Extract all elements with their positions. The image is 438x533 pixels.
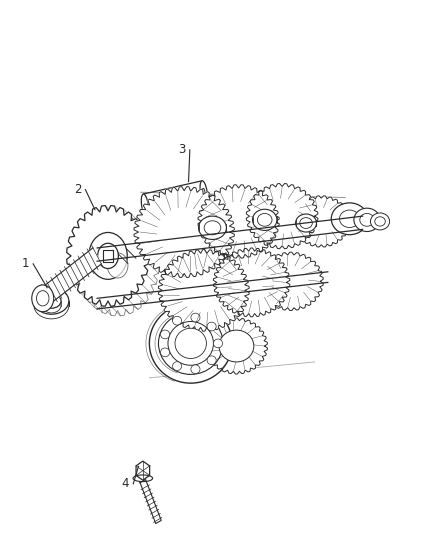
Ellipse shape [42, 294, 61, 308]
Ellipse shape [360, 213, 374, 226]
Ellipse shape [34, 292, 69, 319]
Ellipse shape [160, 330, 170, 339]
Ellipse shape [202, 188, 205, 196]
Ellipse shape [36, 290, 49, 306]
Text: 2: 2 [74, 183, 81, 196]
Ellipse shape [207, 356, 216, 365]
Ellipse shape [173, 362, 182, 370]
Ellipse shape [32, 285, 54, 312]
Ellipse shape [168, 321, 213, 365]
Polygon shape [293, 196, 350, 247]
Text: 1: 1 [21, 257, 29, 270]
Ellipse shape [173, 316, 182, 325]
Polygon shape [159, 249, 249, 331]
Ellipse shape [198, 216, 226, 239]
Ellipse shape [149, 304, 232, 383]
Ellipse shape [204, 221, 221, 235]
Polygon shape [246, 183, 318, 249]
Ellipse shape [253, 209, 277, 230]
Ellipse shape [339, 210, 360, 228]
Ellipse shape [191, 365, 200, 374]
Polygon shape [39, 248, 101, 306]
Ellipse shape [34, 288, 69, 314]
Ellipse shape [200, 181, 208, 204]
Ellipse shape [133, 475, 152, 482]
Circle shape [89, 232, 127, 279]
Polygon shape [136, 461, 150, 480]
Ellipse shape [213, 339, 223, 348]
Ellipse shape [371, 213, 390, 230]
Ellipse shape [160, 348, 170, 357]
Polygon shape [67, 206, 149, 306]
Ellipse shape [175, 328, 206, 359]
Polygon shape [76, 215, 159, 316]
Ellipse shape [354, 208, 380, 231]
Text: 3: 3 [178, 143, 186, 156]
Ellipse shape [375, 217, 385, 226]
Polygon shape [143, 181, 205, 217]
Ellipse shape [331, 203, 368, 235]
Ellipse shape [159, 312, 223, 374]
Polygon shape [134, 187, 234, 278]
Ellipse shape [42, 298, 61, 313]
Polygon shape [198, 185, 279, 258]
Ellipse shape [258, 214, 272, 226]
Circle shape [107, 253, 128, 278]
Polygon shape [213, 248, 290, 317]
Polygon shape [103, 250, 113, 262]
Ellipse shape [300, 217, 312, 229]
Ellipse shape [99, 242, 137, 289]
Text: 4: 4 [122, 478, 129, 490]
Polygon shape [140, 480, 161, 523]
Ellipse shape [296, 214, 317, 232]
Ellipse shape [141, 194, 149, 217]
Polygon shape [205, 318, 268, 374]
Ellipse shape [191, 313, 200, 322]
Ellipse shape [207, 322, 216, 331]
Polygon shape [258, 252, 323, 311]
Circle shape [98, 243, 118, 269]
Ellipse shape [219, 330, 254, 362]
